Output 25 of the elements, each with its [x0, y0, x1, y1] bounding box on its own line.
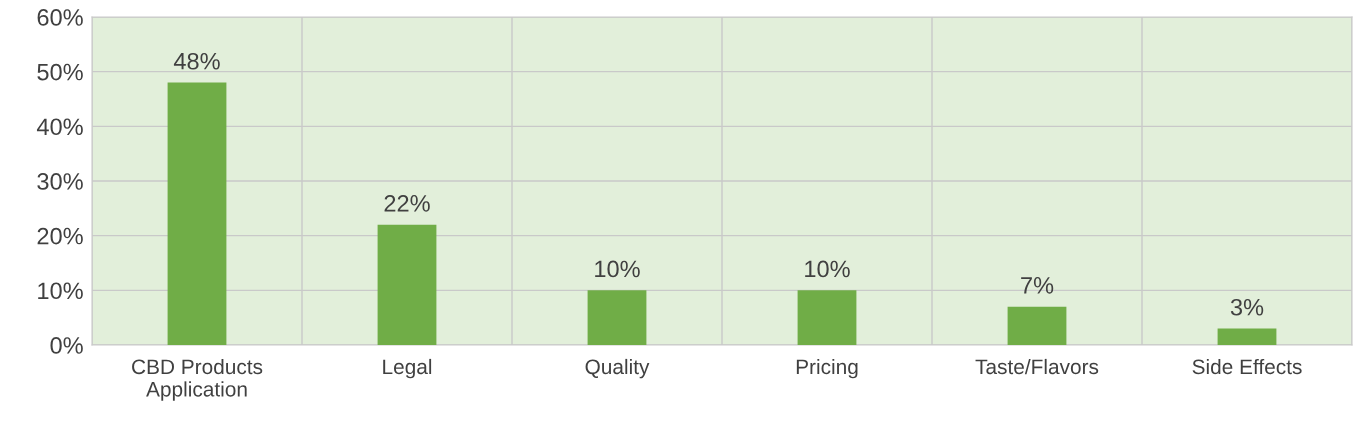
- x-tick-label: Pricing: [796, 358, 858, 379]
- y-tick-label: 40%: [36, 118, 83, 136]
- data-label: 10%: [805, 260, 850, 278]
- y-tick-label: 20%: [37, 227, 83, 245]
- bar: [1007, 306, 1067, 345]
- bar: [167, 82, 227, 345]
- y-tick-label: 60%: [37, 9, 83, 26]
- x-tick-label: Quality: [585, 358, 650, 379]
- bar: [1217, 328, 1277, 345]
- data-label: 10%: [595, 260, 640, 278]
- data-label: 48%: [173, 52, 220, 70]
- data-label: 3%: [1230, 298, 1264, 316]
- y-tick-label: 50%: [37, 63, 83, 81]
- bar: [587, 290, 647, 345]
- bar: [797, 290, 857, 345]
- x-tick-label: CBD Products Application: [132, 358, 263, 401]
- x-tick-label: Side Effects: [1192, 358, 1302, 375]
- y-tick-label: 0%: [50, 337, 83, 354]
- x-tick-label: Taste/Flavors: [975, 358, 1099, 375]
- bar: [377, 224, 437, 345]
- x-tick-label: Legal: [383, 358, 432, 379]
- y-tick-label: 10%: [38, 282, 83, 300]
- data-label: 7%: [1021, 277, 1054, 294]
- y-tick-label: 30%: [37, 173, 83, 190]
- data-label: 22%: [384, 195, 430, 212]
